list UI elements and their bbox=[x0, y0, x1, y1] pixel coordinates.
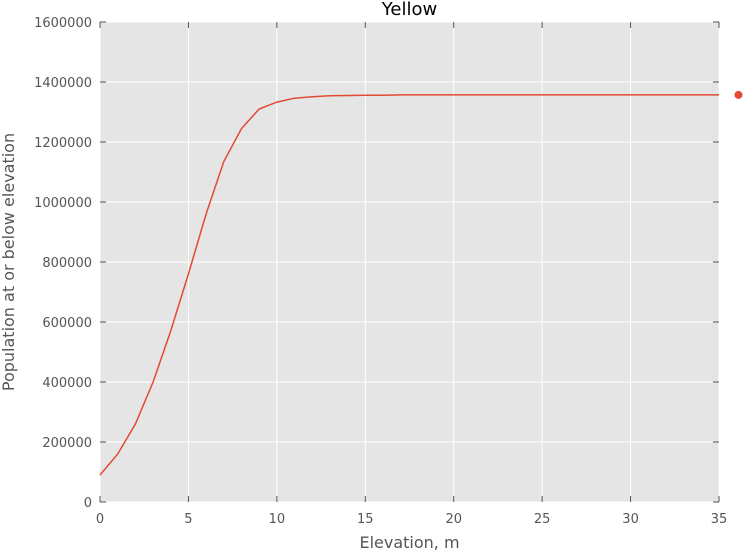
x-axis-label: Elevation, m bbox=[359, 533, 459, 550]
y-tick-label: 1000000 bbox=[34, 196, 92, 211]
y-tick-label: 200000 bbox=[42, 436, 92, 451]
series-line bbox=[99, 94, 719, 476]
y-tick-label: 1200000 bbox=[34, 136, 92, 151]
y-tick-label: 1600000 bbox=[34, 16, 92, 31]
y-tick-label: 1400000 bbox=[34, 76, 92, 91]
series-marker-point bbox=[734, 90, 743, 99]
y-tick-label: 400000 bbox=[42, 376, 92, 391]
x-tick-label: 35 bbox=[711, 512, 728, 527]
x-tick-label: 15 bbox=[357, 512, 374, 527]
y-tick-label: 0 bbox=[84, 496, 92, 511]
y-axis-label: Population at or below elevation bbox=[0, 133, 18, 391]
x-tick-label: 0 bbox=[96, 512, 104, 527]
x-tick-label: 5 bbox=[184, 512, 192, 527]
x-tick-label: 25 bbox=[534, 512, 551, 527]
y-tick-label: 600000 bbox=[42, 316, 92, 331]
y-tick-label: 800000 bbox=[42, 256, 92, 271]
x-tick-label: 30 bbox=[622, 512, 639, 527]
x-tick-label: 10 bbox=[269, 512, 286, 527]
x-tick-label: 20 bbox=[445, 512, 462, 527]
chart-title: Yellow bbox=[381, 0, 437, 20]
axis-ticks: 0 5 10 15 20 25 30 35 0 200000 400000 600000 800000 1… bbox=[34, 16, 727, 527]
